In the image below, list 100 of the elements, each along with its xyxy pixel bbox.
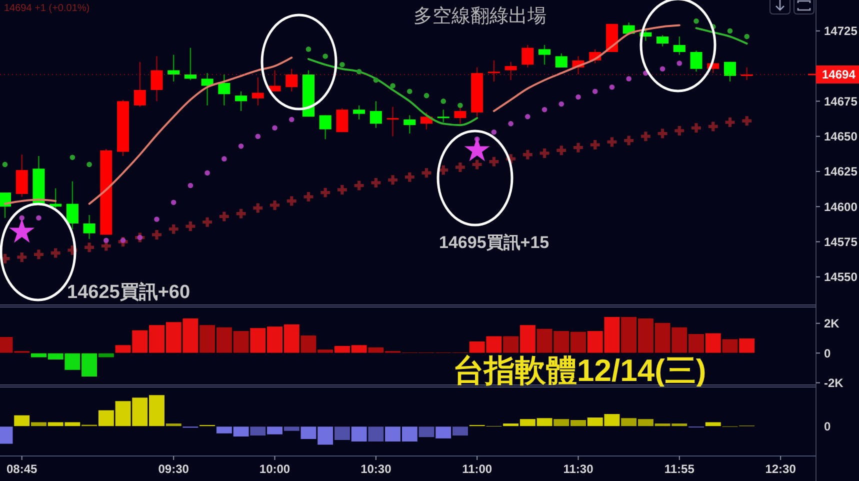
point [694, 18, 699, 24]
point [320, 188, 330, 198]
point [288, 116, 294, 122]
point [522, 150, 532, 160]
point [322, 54, 328, 59]
y-tick-label: 14600 [824, 200, 858, 214]
point [70, 154, 76, 160]
point [34, 250, 44, 260]
point [388, 175, 398, 185]
point [152, 230, 162, 240]
point [491, 129, 497, 135]
point [607, 137, 617, 147]
point [340, 62, 345, 68]
point [272, 125, 278, 131]
y-tick-label: 2K [824, 316, 840, 331]
point [725, 118, 735, 128]
point [188, 182, 194, 188]
chart-title: 多空線翻綠出場 [414, 5, 546, 27]
point [50, 248, 60, 258]
point [658, 128, 668, 138]
point [36, 215, 42, 220]
point [219, 212, 229, 222]
point [253, 203, 263, 213]
point [640, 132, 650, 142]
point [692, 123, 702, 133]
point [406, 88, 412, 94]
point [286, 196, 296, 206]
point [304, 192, 314, 202]
x-tick-label: 11:55 [664, 462, 695, 476]
y-tick-label: 14550 [824, 270, 858, 284]
point [742, 116, 752, 126]
point [458, 102, 463, 108]
point [609, 84, 615, 90]
point [440, 98, 446, 104]
annotation: 台指軟體12/14(三) [453, 353, 706, 388]
point [525, 114, 530, 120]
point [202, 217, 212, 227]
point [542, 106, 548, 112]
point [508, 121, 514, 126]
point [708, 122, 718, 132]
point [17, 252, 27, 262]
point [104, 238, 109, 243]
point [373, 77, 379, 83]
point [676, 60, 682, 66]
point [660, 66, 666, 72]
y-tick-label: 14625 [824, 164, 858, 179]
point [168, 224, 178, 234]
point [356, 69, 362, 74]
y-tick-label: 14675 [824, 94, 858, 108]
annotation: 14694 +1 (+0.01%) [4, 3, 90, 14]
point [354, 180, 364, 190]
point [186, 222, 196, 232]
point [170, 200, 176, 206]
point [674, 126, 684, 136]
point [236, 208, 246, 218]
point [558, 101, 564, 107]
point [592, 88, 598, 94]
y-tick-label: 0 [824, 346, 831, 360]
point [337, 185, 347, 194]
point [464, 137, 490, 162]
point [270, 200, 280, 210]
ref-line-label: 14694 [822, 68, 856, 82]
point [556, 146, 566, 156]
point [86, 162, 92, 168]
y-tick-label: -2K [824, 376, 844, 390]
x-tick-label: 11:30 [563, 462, 594, 476]
point [404, 172, 414, 182]
point [424, 92, 430, 98]
point [222, 156, 227, 162]
point [19, 215, 25, 220]
point [255, 134, 261, 139]
point [2, 162, 8, 168]
point [573, 142, 583, 152]
x-tick-label: 08:45 [6, 462, 38, 476]
y-tick-label: 14650 [824, 130, 858, 144]
point [9, 218, 35, 243]
x-tick-label: 10:30 [360, 462, 392, 476]
point [727, 28, 733, 34]
annotation: 14695買訊+15 [439, 233, 550, 252]
point [204, 170, 210, 176]
y-tick-label: 14725 [824, 24, 858, 38]
point [371, 178, 381, 188]
point [238, 144, 244, 149]
x-tick-label: 11:00 [462, 462, 492, 476]
x-tick-label: 09:30 [158, 462, 190, 476]
point [540, 148, 550, 158]
point [455, 162, 465, 172]
point [590, 140, 600, 150]
point [306, 46, 312, 52]
annotation: 14625買訊+60 [67, 281, 190, 303]
point [472, 160, 482, 170]
x-tick-label: 12:30 [765, 462, 796, 476]
point [624, 136, 634, 146]
point [390, 83, 396, 88]
point [154, 216, 160, 222]
point [576, 94, 581, 100]
x-tick-label: 10:00 [259, 462, 290, 476]
point [84, 242, 94, 252]
y-tick-label: 14575 [824, 234, 858, 249]
point [626, 76, 632, 82]
